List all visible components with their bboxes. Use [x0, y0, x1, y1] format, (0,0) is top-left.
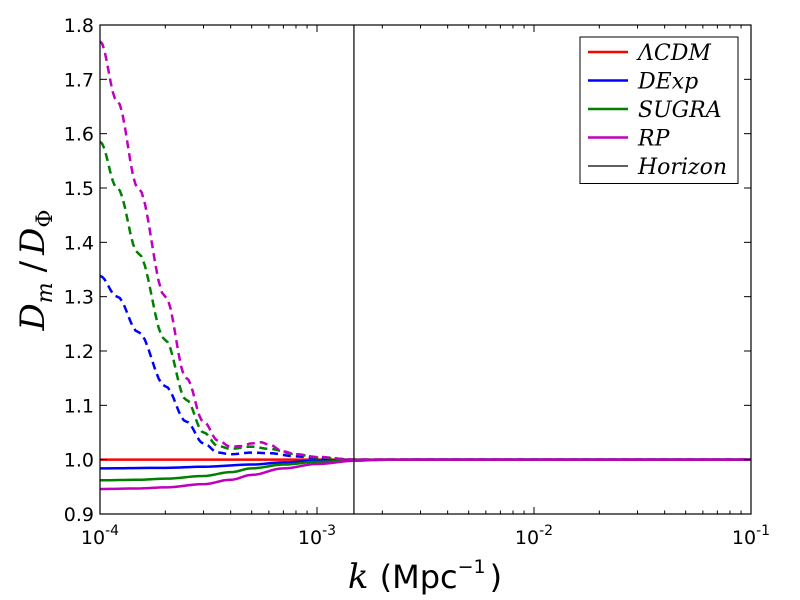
x-axis-label-exp: −1: [458, 556, 486, 578]
y-tick-label: 1.5: [64, 178, 94, 200]
legend-label: SUGRA: [638, 98, 722, 123]
legend-label: RP: [637, 127, 671, 152]
x-tick-label: 10-4: [81, 523, 119, 549]
ticks-group: [99, 24, 752, 515]
x-tick-label: 10-1: [732, 523, 770, 549]
x-tick-labels: 10-4 10-3 10-2 10-1: [81, 523, 770, 549]
series-line-dexp-dashed: [100, 274, 751, 461]
series-line-sugra-dashed: [100, 140, 751, 461]
y-tick-label: 1.2: [64, 341, 94, 363]
x-axis-label-unit: Mpc: [392, 558, 458, 596]
y-tick-label: 0.9: [64, 504, 94, 526]
y-axis-label: Dm/DΦ: [13, 210, 58, 332]
legend-label: Horizon: [637, 155, 727, 180]
series-line-rp-dashed: [100, 40, 751, 461]
y-tick-label: 1.7: [64, 69, 94, 91]
legend-label: DExp: [637, 70, 698, 95]
y-tick-label: 1.3: [64, 287, 94, 309]
y-tick-label: 1.0: [64, 450, 94, 472]
y-tick-label: 1.1: [64, 395, 94, 417]
legend: ΛCDM DExp SUGRA RP Horizon: [579, 36, 739, 184]
x-axis-label: k (Mpc−1): [348, 556, 502, 597]
series-line-sugra-solid: [100, 458, 751, 482]
x-tick-label: 10-3: [298, 523, 336, 549]
y-tick-label: 1.6: [64, 124, 94, 146]
x-tick-label: 10-2: [515, 523, 553, 549]
y-tick-label: 1.8: [64, 15, 94, 37]
series-group: [100, 40, 751, 491]
series-line-rp-solid: [100, 458, 751, 491]
series-line-dexp-solid: [100, 458, 751, 470]
x-axis-label-var: k: [348, 557, 369, 597]
plot-frame: [99, 24, 752, 515]
y-tick-label: 1.4: [64, 232, 94, 254]
legend-label: ΛCDM: [636, 41, 711, 66]
y-tick-labels: 0.9 1.0 1.1 1.2 1.3 1.4 1.5 1.6 1.7 1.8: [64, 15, 94, 526]
